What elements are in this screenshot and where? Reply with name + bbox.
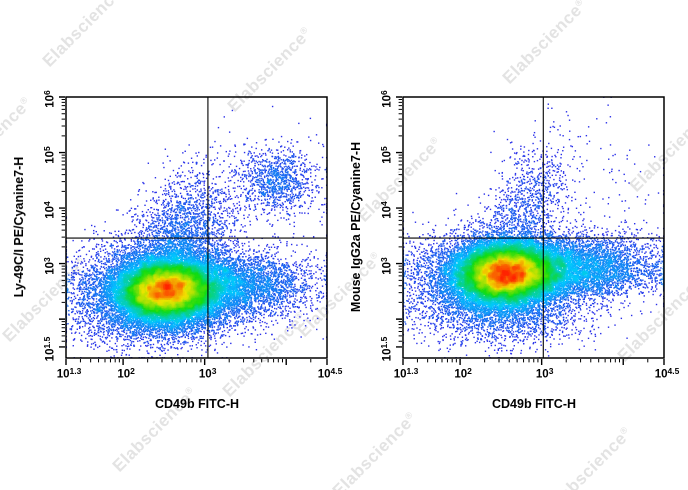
y-tick-label: 103 [41, 256, 57, 275]
y-tick-label: 106 [378, 90, 394, 108]
y-tick-label: 105 [41, 145, 57, 164]
right-plot-x-axis-title: CD49b FITC-H [491, 397, 577, 411]
x-tick-label: 103 [198, 366, 217, 381]
x-tick-label: 103 [535, 366, 554, 381]
y-tick-label: 104 [378, 201, 394, 219]
y-tick-label: 106 [41, 90, 57, 108]
x-tick-label: 104.5 [654, 366, 680, 381]
y-tick-label: 105 [378, 145, 394, 164]
y-tick-label: 104 [41, 201, 57, 219]
y-tick-label: 101.5 [41, 336, 57, 362]
y-tick-label: 103 [378, 256, 394, 275]
x-tick-label: 101.3 [56, 366, 82, 381]
left-plot-x-axis-title: CD49b FITC-H [154, 397, 240, 411]
y-tick-label: 101.5 [378, 336, 394, 362]
left-plot-y-axis-title: Ly-49C/I PE/Cyanine7-H [12, 156, 26, 298]
right-plot-y-axis-title: Mouse IgG2a PE/Cyanine7-H [349, 141, 363, 313]
x-tick-label: 104.5 [317, 366, 343, 381]
x-tick-label: 102 [454, 366, 472, 381]
x-tick-label: 102 [117, 366, 135, 381]
x-tick-label: 101.3 [393, 366, 419, 381]
